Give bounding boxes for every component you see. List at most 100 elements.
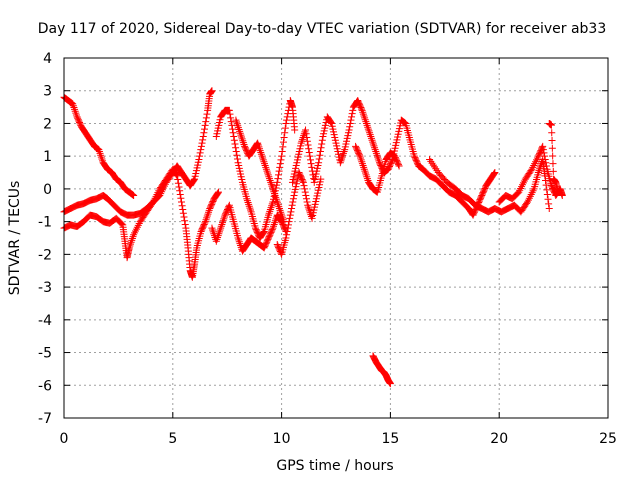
data-point	[266, 205, 274, 213]
data-point	[305, 145, 313, 153]
data-point	[265, 175, 273, 183]
data-point	[270, 222, 278, 230]
data-point	[175, 183, 183, 191]
tick-labels: 0 5 10 15 20 25 -7 -6 -5 -4 -3 -2 -1 0 1 2 3 4	[38, 51, 617, 447]
x-tick-label: 10	[273, 431, 291, 447]
y-tick-label: 0	[43, 182, 52, 198]
data-point	[317, 144, 325, 152]
data-point	[372, 149, 380, 157]
data-point	[235, 238, 243, 246]
data-point	[208, 87, 216, 95]
data-point	[190, 176, 198, 184]
data-point	[360, 112, 368, 120]
data-point	[347, 116, 355, 124]
data-point	[346, 123, 354, 131]
data-point	[270, 220, 278, 228]
data-point	[181, 217, 189, 225]
data-point	[266, 207, 274, 215]
data-point	[282, 234, 290, 242]
data-point	[176, 187, 184, 195]
data-point	[395, 162, 403, 170]
data-point	[97, 151, 105, 159]
data-point	[374, 153, 382, 161]
data-point	[227, 114, 235, 122]
data-point	[337, 157, 345, 165]
data-point	[200, 129, 208, 137]
grid-layer	[64, 58, 608, 418]
data-point	[275, 167, 283, 175]
data-point	[216, 226, 224, 234]
data-point	[307, 160, 315, 168]
data-point	[265, 173, 273, 181]
data-point	[215, 228, 223, 236]
data-point	[178, 198, 186, 206]
data-point	[362, 118, 370, 126]
data-point	[373, 151, 381, 159]
y-tick-label: 2	[43, 116, 52, 132]
series-track-m	[369, 352, 394, 388]
data-point	[308, 163, 316, 171]
data-point	[286, 211, 294, 219]
data-point	[278, 148, 286, 156]
data-point	[542, 162, 550, 170]
data-point	[368, 136, 376, 144]
data-point	[367, 133, 375, 141]
data-point	[226, 110, 234, 118]
data-point	[286, 214, 294, 222]
x-axis-title: GPS time / hours	[276, 458, 393, 474]
data-point	[307, 156, 315, 164]
data-point	[71, 105, 79, 113]
data-point	[197, 146, 205, 154]
data-point	[360, 163, 368, 171]
data-point	[303, 133, 311, 141]
data-point	[548, 137, 556, 145]
y-tick-label: 1	[43, 149, 52, 165]
data-point	[278, 152, 286, 160]
data-point	[346, 119, 354, 127]
y-tick-label: -3	[38, 280, 52, 296]
y-tick-label: -1	[38, 215, 52, 231]
data-point	[261, 162, 269, 170]
data-point	[306, 207, 314, 215]
data-point	[237, 133, 245, 141]
data-point	[554, 188, 562, 196]
data-point	[363, 121, 371, 129]
data-point	[130, 191, 138, 199]
data-marks	[60, 87, 566, 388]
data-point	[215, 230, 223, 238]
data-point	[549, 160, 557, 168]
data-point	[541, 152, 549, 160]
data-point	[173, 171, 181, 179]
data-point	[284, 221, 292, 229]
data-point	[300, 182, 308, 190]
series-track-l	[545, 119, 562, 196]
data-point	[544, 195, 552, 203]
data-point	[280, 133, 288, 141]
data-point	[97, 153, 105, 161]
data-point	[364, 125, 372, 133]
data-point	[72, 109, 80, 117]
data-point	[542, 159, 550, 167]
data-point	[128, 236, 136, 244]
data-point	[305, 148, 313, 156]
data-point	[358, 158, 366, 166]
series-track-a	[60, 93, 138, 199]
data-point	[316, 151, 324, 159]
data-point	[339, 151, 347, 159]
data-point	[217, 224, 225, 232]
data-point	[178, 202, 186, 210]
data-point	[491, 169, 499, 177]
data-point	[283, 113, 291, 121]
data-point	[366, 129, 374, 137]
data-point	[288, 205, 296, 213]
data-point	[202, 114, 210, 122]
data-point	[369, 138, 377, 146]
data-point	[355, 151, 363, 159]
data-point	[369, 140, 377, 148]
data-point	[174, 176, 182, 184]
data-point	[267, 180, 275, 188]
data-point	[366, 131, 374, 139]
data-point	[275, 205, 283, 213]
data-point	[541, 155, 549, 163]
data-point	[259, 156, 267, 164]
